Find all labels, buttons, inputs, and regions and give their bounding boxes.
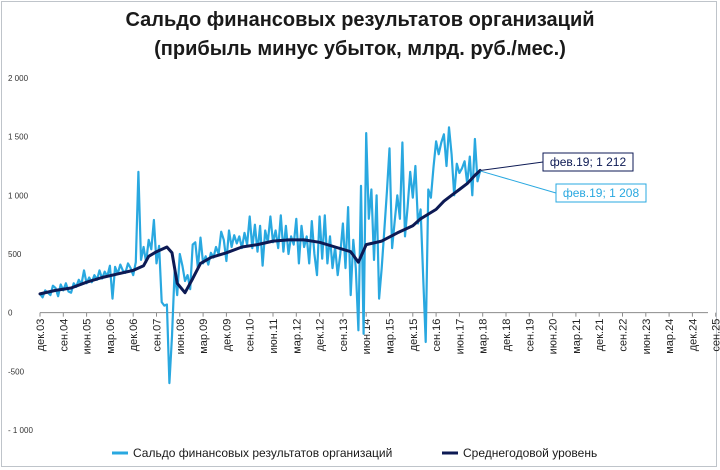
- chart-title-line-2: (прибыль минус убыток, млрд. руб./мес.): [154, 38, 566, 60]
- y-tick-label: 0: [8, 309, 13, 318]
- x-tick-label: дек.09: [221, 319, 233, 352]
- callout-label-average: фев.19; 1 212: [550, 155, 627, 169]
- x-tick-label: июн.20: [548, 319, 560, 355]
- x-tick-label: мар.12: [291, 319, 303, 354]
- x-tick-label: дек.24: [687, 319, 699, 352]
- chart-title: Сальдо финансовых результатов организаци…: [0, 6, 720, 64]
- y-tick-label: 1 000: [8, 191, 29, 200]
- y-tick-label: -500: [8, 367, 25, 376]
- legend: Сальдо финансовых результатов организаци…: [112, 446, 597, 460]
- y-tick-label: 500: [8, 250, 22, 259]
- legend-label-average: Среднегодовой уровень: [463, 446, 597, 460]
- y-tick-label: - 1 000: [8, 426, 33, 435]
- callout-leader: [480, 161, 544, 171]
- x-tick-label: сен.25: [711, 319, 720, 352]
- x-tick-label: дек.12: [315, 319, 327, 352]
- x-tick-label: мар.21: [571, 319, 583, 354]
- x-tick-label: дек.15: [408, 319, 420, 352]
- x-tick-label: сен.04: [58, 319, 70, 352]
- x-tick-label: дек.03: [35, 319, 47, 352]
- callout-box: [542, 152, 634, 172]
- x-tick-label: дек.18: [501, 319, 513, 352]
- x-tick-label: мар.09: [198, 319, 210, 354]
- x-tick-label: июн.23: [641, 319, 653, 355]
- series-line-monthly: [38, 126, 482, 385]
- y-tick-label: 2 000: [8, 74, 29, 83]
- x-tick-label: дек.06: [128, 319, 140, 352]
- x-tick-label: июн.11: [268, 319, 280, 354]
- x-tick-label: июн.05: [82, 319, 94, 355]
- x-tick-label: сен.13: [338, 319, 350, 352]
- x-tick-label: сен.19: [524, 319, 536, 352]
- x-tick-label: июн.08: [175, 319, 187, 355]
- x-tick-label: сен.16: [431, 319, 443, 352]
- x-tick-label: мар.15: [385, 319, 397, 354]
- x-tick-label: июн.17: [454, 319, 466, 355]
- legend-label-monthly: Сальдо финансовых результатов организаци…: [133, 446, 392, 460]
- plot-area: - 1 000 -500 0 500 1 000 1 500 2 000 дек.03 сен.…: [8, 74, 720, 435]
- x-tick-label: сен.22: [618, 319, 630, 352]
- x-tick-label: мар.06: [105, 319, 117, 354]
- x-tick-label: сен.10: [245, 319, 257, 352]
- callout-label-monthly: фев.19; 1 208: [563, 186, 640, 200]
- x-tick-label: сен.07: [152, 319, 164, 352]
- x-tick-label: дек.21: [594, 319, 606, 352]
- x-tick-label: мар.24: [664, 319, 676, 354]
- y-tick-label: 1 500: [8, 133, 29, 142]
- x-tick-label: мар.18: [478, 319, 490, 354]
- callout-box: [555, 183, 647, 203]
- callout-leader: [479, 170, 557, 194]
- chart-title-line-1: Сальдо финансовых результатов организаци…: [125, 9, 595, 31]
- series-line-average: [38, 169, 482, 296]
